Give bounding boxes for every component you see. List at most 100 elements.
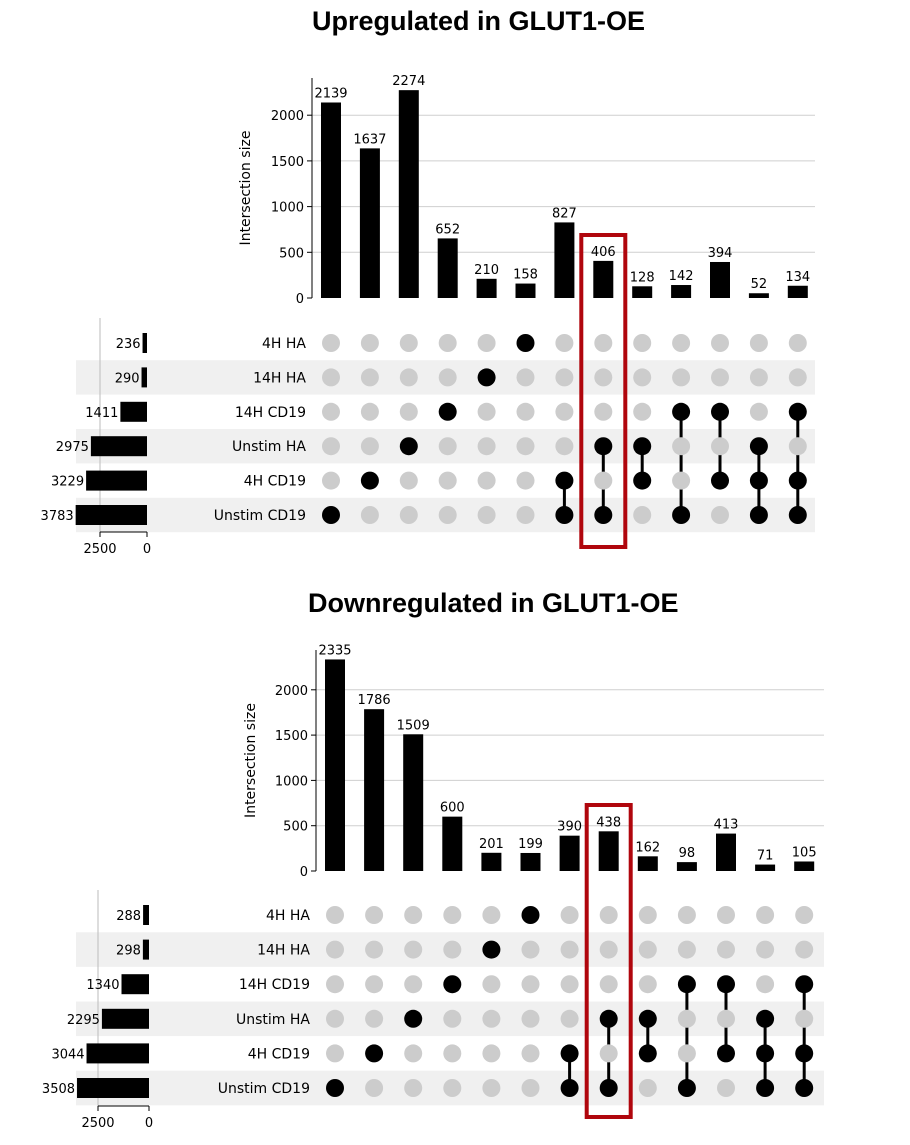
intersection-bar bbox=[520, 852, 541, 871]
set-size-tick-label-0: 0 bbox=[145, 1116, 153, 1131]
matrix-dot-inactive bbox=[795, 940, 814, 959]
matrix-dot-inactive bbox=[365, 1079, 384, 1097]
matrix-dot-inactive bbox=[322, 437, 340, 456]
set-size-bar-unstim-ha bbox=[90, 436, 147, 457]
matrix-dot-inactive bbox=[672, 437, 691, 456]
matrix-dot-inactive bbox=[326, 1009, 344, 1028]
set-label-14h-ha: 14H HA bbox=[253, 370, 306, 386]
intersection-bar bbox=[598, 831, 619, 871]
matrix-dot-active bbox=[599, 1079, 618, 1097]
matrix-dot-inactive bbox=[560, 940, 579, 959]
set-label-14h-cd19: 14H CD19 bbox=[239, 977, 310, 993]
intersection-bar bbox=[593, 260, 614, 298]
set-size-bar-14h-cd19 bbox=[121, 974, 149, 995]
intersection-bar bbox=[671, 285, 692, 298]
matrix-dot-active bbox=[672, 402, 691, 421]
intersection-value-label: 2335 bbox=[318, 643, 351, 658]
set-size-bar-unstim-ha bbox=[101, 1008, 149, 1029]
matrix-dot-inactive bbox=[638, 1079, 657, 1097]
intersection-value-label: 1637 bbox=[353, 132, 386, 147]
set-size-label-14h-ha: 298 bbox=[116, 944, 141, 959]
matrix-dot-active bbox=[756, 1009, 775, 1028]
matrix-dot-inactive bbox=[521, 1009, 540, 1028]
y-tick-label-0: 0 bbox=[300, 865, 308, 880]
set-size-bar-14h-ha bbox=[142, 939, 149, 960]
matrix-dot-inactive bbox=[322, 368, 340, 387]
y-tick-label-1500: 1500 bbox=[275, 729, 308, 744]
matrix-dot-active bbox=[594, 437, 613, 456]
matrix-dot-active bbox=[677, 975, 696, 994]
matrix-dot-inactive bbox=[521, 1079, 540, 1097]
set-label-14h-cd19: 14H CD19 bbox=[235, 405, 306, 421]
matrix-dot-inactive bbox=[521, 940, 540, 959]
matrix-dot-inactive bbox=[672, 334, 691, 352]
matrix-dot-inactive bbox=[482, 1044, 501, 1063]
matrix-dot-active bbox=[555, 471, 574, 490]
matrix-dot-inactive bbox=[360, 506, 379, 524]
matrix-dot-inactive bbox=[365, 975, 384, 994]
intersection-bar bbox=[676, 862, 697, 871]
matrix-dot-inactive bbox=[599, 906, 618, 924]
intersection-bar bbox=[481, 852, 502, 871]
intersection-bar bbox=[515, 283, 536, 298]
set-size-label-4h-ha: 236 bbox=[116, 337, 141, 352]
matrix-dot-inactive bbox=[594, 334, 613, 352]
y-axis-label: Intersection size bbox=[243, 703, 259, 818]
intersection-value-label: 142 bbox=[669, 269, 694, 284]
matrix-dot-inactive bbox=[521, 1044, 540, 1063]
matrix-dot-inactive bbox=[399, 471, 418, 490]
chart-title-upregulated: Upregulated in GLUT1-OE bbox=[312, 6, 646, 36]
matrix-dot-inactive bbox=[365, 906, 384, 924]
y-tick-label-2000: 2000 bbox=[275, 684, 308, 699]
y-tick-label-1500: 1500 bbox=[271, 155, 304, 170]
matrix-dot-active bbox=[638, 1009, 657, 1028]
matrix-dot-active bbox=[717, 975, 735, 994]
matrix-dot-active bbox=[560, 1079, 579, 1097]
set-label-14h-ha: 14H HA bbox=[257, 943, 310, 959]
set-label-unstim-cd19: Unstim CD19 bbox=[218, 1081, 310, 1097]
matrix-dot-inactive bbox=[672, 368, 691, 387]
upset-plot-upregulated: 0 500 1000 1500 2000 Intersection size 2139 163… bbox=[41, 74, 815, 557]
intersection-bar bbox=[716, 833, 736, 871]
matrix-dot-active bbox=[788, 506, 807, 524]
matrix-dot-active bbox=[326, 1079, 344, 1097]
matrix-dot-active bbox=[560, 1044, 579, 1063]
matrix-dot-active bbox=[438, 402, 457, 421]
matrix-dot-inactive bbox=[477, 402, 496, 421]
matrix-dot-inactive bbox=[560, 1009, 579, 1028]
matrix-dot-inactive bbox=[443, 1044, 462, 1063]
matrix-dot-active bbox=[594, 506, 613, 524]
matrix-dot-inactive bbox=[594, 471, 613, 490]
matrix-dot-inactive bbox=[482, 975, 501, 994]
set-size-bar-4h-ha bbox=[142, 333, 147, 353]
matrix-dot-active bbox=[360, 471, 379, 490]
set-label-unstim-ha: Unstim HA bbox=[236, 1012, 310, 1028]
matrix-dot-inactive bbox=[788, 334, 807, 352]
matrix-dot-inactive bbox=[399, 334, 418, 352]
matrix-dot-inactive bbox=[560, 975, 579, 994]
intersection-value-label: 1786 bbox=[358, 693, 391, 708]
intersection-bar bbox=[559, 835, 580, 871]
intersection-value-label: 52 bbox=[751, 277, 768, 292]
intersection-bar bbox=[325, 659, 345, 871]
intersection-value-label: 134 bbox=[785, 270, 810, 285]
matrix-dot-inactive bbox=[749, 368, 768, 387]
intersection-value-label: 394 bbox=[708, 246, 733, 261]
matrix-dot-inactive bbox=[795, 1009, 814, 1028]
matrix-dot-inactive bbox=[717, 1009, 735, 1028]
matrix-dot-inactive bbox=[677, 1044, 696, 1063]
set-label-4h-cd19: 4H CD19 bbox=[248, 1046, 310, 1062]
set-label-4h-cd19: 4H CD19 bbox=[244, 474, 306, 490]
set-label-unstim-ha: Unstim HA bbox=[232, 439, 306, 455]
matrix-dot-inactive bbox=[717, 906, 735, 924]
matrix-dot-inactive bbox=[322, 471, 340, 490]
matrix-dot-inactive bbox=[555, 368, 574, 387]
matrix-dot-inactive bbox=[749, 402, 768, 421]
set-size-tick-label-2500: 2500 bbox=[83, 542, 116, 557]
matrix-dot-inactive bbox=[633, 368, 652, 387]
matrix-dot-active bbox=[599, 1009, 618, 1028]
matrix-dot-active bbox=[399, 437, 418, 456]
intersection-value-label: 71 bbox=[757, 849, 774, 864]
set-label-4h-ha: 4H HA bbox=[262, 336, 306, 352]
matrix-dot-inactive bbox=[672, 471, 691, 490]
